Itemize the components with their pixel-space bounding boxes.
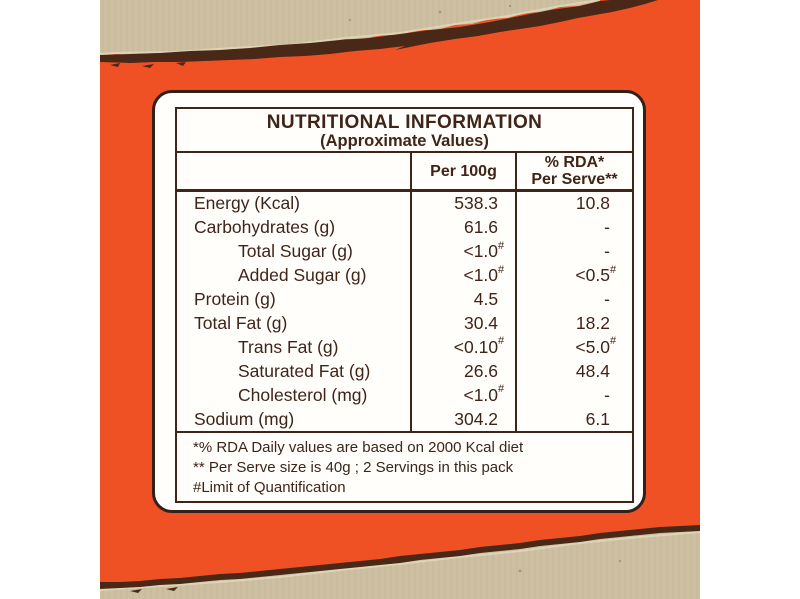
col-header-nutrient: [177, 153, 410, 189]
col-header-rda-line2: Per Serve**: [531, 171, 618, 188]
row-value-per-100g: 304.2: [409, 407, 515, 432]
nutrition-table: NUTRITIONAL INFORMATION (Approximate Val…: [175, 107, 634, 503]
row-value-rda-per-serve: <5.0 #: [515, 335, 632, 360]
table-body: Energy (Kcal) 538.3 10.8 Carbohydrates (g) 6…: [177, 192, 632, 432]
row-value-rda-per-serve: 48.4: [515, 359, 632, 384]
package-panel: NUTRITIONAL INFORMATION (Approximate Val…: [100, 0, 700, 599]
table-row: Saturated Fat (g) 26.6 48.4: [177, 359, 632, 384]
row-value-rda-per-serve: 6.1: [515, 407, 632, 432]
footnotes: *% RDA Daily values are based on 2000 Kc…: [177, 431, 632, 501]
row-label: Added Sugar (g): [238, 265, 367, 286]
row-value-per-100g: <1.0 #: [409, 263, 515, 288]
table-row: Trans Fat (g) <0.10 # <5.0 #: [177, 335, 632, 360]
table-row: Energy (Kcal) 538.3 10.8: [177, 192, 632, 216]
row-label: Cholesterol (mg): [238, 384, 368, 405]
nutrition-card: NUTRITIONAL INFORMATION (Approximate Val…: [152, 90, 646, 513]
row-value-per-100g: <1.0 #: [409, 239, 515, 264]
row-value-rda-per-serve: -: [515, 383, 632, 408]
row-label: Saturated Fat (g): [238, 360, 371, 381]
table-row: Carbohydrates (g) 61.6-: [177, 215, 632, 240]
torn-cardboard-bottom-icon: [100, 525, 700, 599]
col-header-rda-line1: % RDA*: [544, 154, 605, 171]
footnote-line: *% RDA Daily values are based on 2000 Kc…: [193, 439, 524, 456]
table-row: Total Sugar (g) <1.0 # -: [177, 239, 632, 264]
row-label: Trans Fat (g): [238, 336, 339, 357]
table-row: Cholesterol (mg) <1.0 # -: [177, 383, 632, 408]
row-value-per-100g: 26.6: [409, 359, 515, 384]
table-row: Sodium (mg) 304.2 6.1: [177, 407, 632, 432]
row-value-rda-per-serve: -: [515, 287, 632, 312]
footnote-line: #Limit of Quantification: [193, 479, 346, 496]
row-label: Protein (g): [194, 289, 276, 310]
row-value-per-100g: <1.0 #: [409, 383, 515, 408]
row-label: Total Fat (g): [194, 312, 288, 333]
row-value-per-100g: 538.3: [409, 192, 515, 216]
row-value-rda-per-serve: -: [515, 215, 632, 240]
table-subtitle: (Approximate Values): [320, 132, 489, 150]
table-row: Protein (g) 4.5-: [177, 287, 632, 312]
table-title: NUTRITIONAL INFORMATION: [266, 112, 543, 133]
row-label: Energy (Kcal): [194, 193, 301, 214]
row-label: Sodium (mg): [194, 408, 295, 429]
row-value-rda-per-serve: 10.8: [515, 192, 632, 216]
row-value-rda-per-serve: <0.5 #: [515, 263, 632, 288]
table-row: Total Fat (g) 30.4 18.2: [177, 311, 632, 336]
col-header-per-100g: Per 100g: [409, 153, 515, 189]
row-value-rda-per-serve: 18.2: [515, 311, 632, 336]
torn-cardboard-top-icon: [100, 0, 658, 68]
footnote-line: ** Per Serve size is 40g ; 2 Servings in…: [193, 459, 514, 476]
row-value-rda-per-serve: -: [515, 239, 632, 264]
table-row: Added Sugar (g) <1.0 # <0.5 #: [177, 263, 632, 288]
row-value-per-100g: 4.5: [409, 287, 515, 312]
column-header-row: Per 100g % RDA* Per Serve**: [177, 153, 632, 192]
col-header-rda: % RDA* Per Serve**: [515, 153, 632, 189]
table-header: NUTRITIONAL INFORMATION (Approximate Val…: [177, 109, 632, 153]
row-label: Carbohydrates (g): [194, 217, 336, 238]
row-value-per-100g: 30.4: [409, 311, 515, 336]
row-label: Total Sugar (g): [238, 241, 353, 262]
row-value-per-100g: 61.6: [409, 215, 515, 240]
row-value-per-100g: <0.10 #: [409, 335, 515, 360]
